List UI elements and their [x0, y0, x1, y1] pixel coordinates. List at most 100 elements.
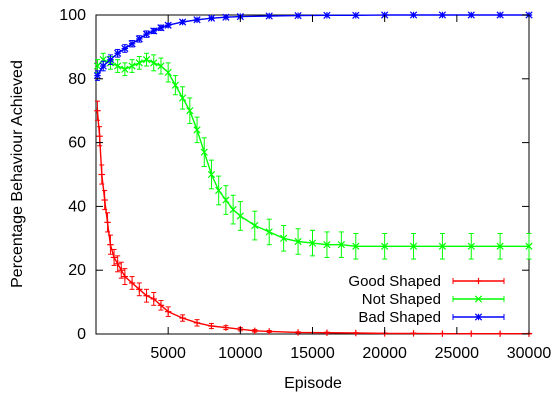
data-point [164, 308, 172, 315]
series-line [96, 58, 529, 248]
data-point [410, 330, 417, 337]
data-point [157, 302, 165, 309]
data-point [178, 18, 187, 26]
data-point [200, 148, 208, 156]
y-tick-label: 20 [68, 262, 86, 279]
x-axis-label: Episode [284, 375, 342, 392]
data-point [496, 330, 504, 337]
data-point [110, 254, 118, 261]
marker-stroke [323, 11, 331, 19]
data-point [467, 11, 475, 19]
marker-stroke [93, 71, 102, 80]
data-point [114, 260, 121, 268]
data-point [294, 237, 302, 246]
marker-stroke [467, 11, 475, 19]
data-point [98, 171, 105, 178]
data-point [128, 62, 136, 70]
data-point [468, 330, 475, 337]
y-tick-label: 40 [68, 198, 86, 215]
marker-stroke [409, 11, 418, 19]
data-point [104, 219, 111, 226]
marker-stroke [106, 56, 115, 64]
x-tick-label: 5000 [150, 345, 186, 362]
marker-stroke [467, 242, 475, 250]
data-point [251, 327, 258, 335]
marker-stroke [128, 62, 136, 70]
data-point [208, 322, 215, 330]
marker-stroke [164, 21, 172, 29]
marker-stroke [525, 242, 533, 250]
legend-item: Not Shaped [362, 291, 505, 308]
legend-label: Not Shaped [362, 291, 441, 308]
y-tick-label: 100 [59, 7, 86, 24]
data-point [99, 62, 107, 70]
data-point [409, 242, 418, 250]
marker-stroke [128, 40, 136, 48]
legend-marker [474, 295, 483, 303]
marker-stroke [352, 11, 360, 19]
data-point [308, 239, 317, 247]
data-point [150, 27, 158, 35]
data-point [266, 328, 273, 335]
series-good-shaped [94, 100, 533, 337]
marker-stroke [496, 11, 504, 19]
data-point [186, 107, 194, 115]
legend-marker [475, 277, 482, 285]
data-point [352, 11, 360, 19]
marker-stroke [381, 242, 389, 250]
data-point [280, 234, 288, 242]
data-point [294, 329, 302, 336]
data-point [294, 12, 302, 20]
data-point [323, 11, 331, 19]
data-point [207, 170, 216, 179]
data-point [150, 59, 158, 67]
series-bad-shaped [93, 11, 533, 81]
data-point [207, 14, 216, 22]
y-tick-label: 0 [77, 326, 86, 343]
marker-stroke [142, 30, 151, 38]
legend-label: Good Shaped [348, 273, 441, 290]
marker-stroke [323, 241, 331, 249]
data-point [99, 56, 107, 64]
data-point [128, 40, 136, 48]
data-point [178, 94, 187, 102]
data-point [107, 241, 114, 248]
marker-stroke [121, 65, 129, 73]
marker-stroke [236, 212, 244, 220]
data-point [222, 13, 230, 21]
marker-stroke [265, 12, 273, 20]
data-point [157, 24, 165, 32]
series-layer [93, 11, 533, 337]
data-point [128, 279, 136, 287]
marker-stroke [280, 234, 288, 242]
data-point [381, 242, 389, 250]
data-point [101, 196, 108, 204]
x-tick-label: 15000 [290, 345, 335, 362]
marker-stroke [438, 11, 447, 19]
marker-stroke [409, 242, 418, 250]
data-point [525, 242, 533, 250]
marker-stroke [200, 148, 208, 156]
marker-stroke [222, 13, 230, 21]
data-point [142, 56, 151, 64]
data-point [94, 107, 101, 114]
data-point [93, 62, 102, 70]
marker-stroke [93, 62, 102, 70]
data-point [222, 196, 230, 204]
marker-stroke [150, 27, 158, 35]
data-point [179, 314, 186, 322]
data-point [215, 186, 223, 195]
marker-stroke [265, 228, 273, 236]
marker-stroke [164, 68, 172, 77]
marker-stroke [207, 14, 216, 22]
data-point [409, 11, 418, 19]
data-point [439, 330, 446, 337]
marker-stroke [121, 44, 129, 53]
marker-stroke [142, 56, 151, 64]
data-point [164, 68, 172, 77]
marker-stroke [114, 49, 122, 57]
marker-stroke [294, 237, 302, 246]
data-point [438, 242, 447, 250]
marker-stroke [207, 170, 216, 179]
